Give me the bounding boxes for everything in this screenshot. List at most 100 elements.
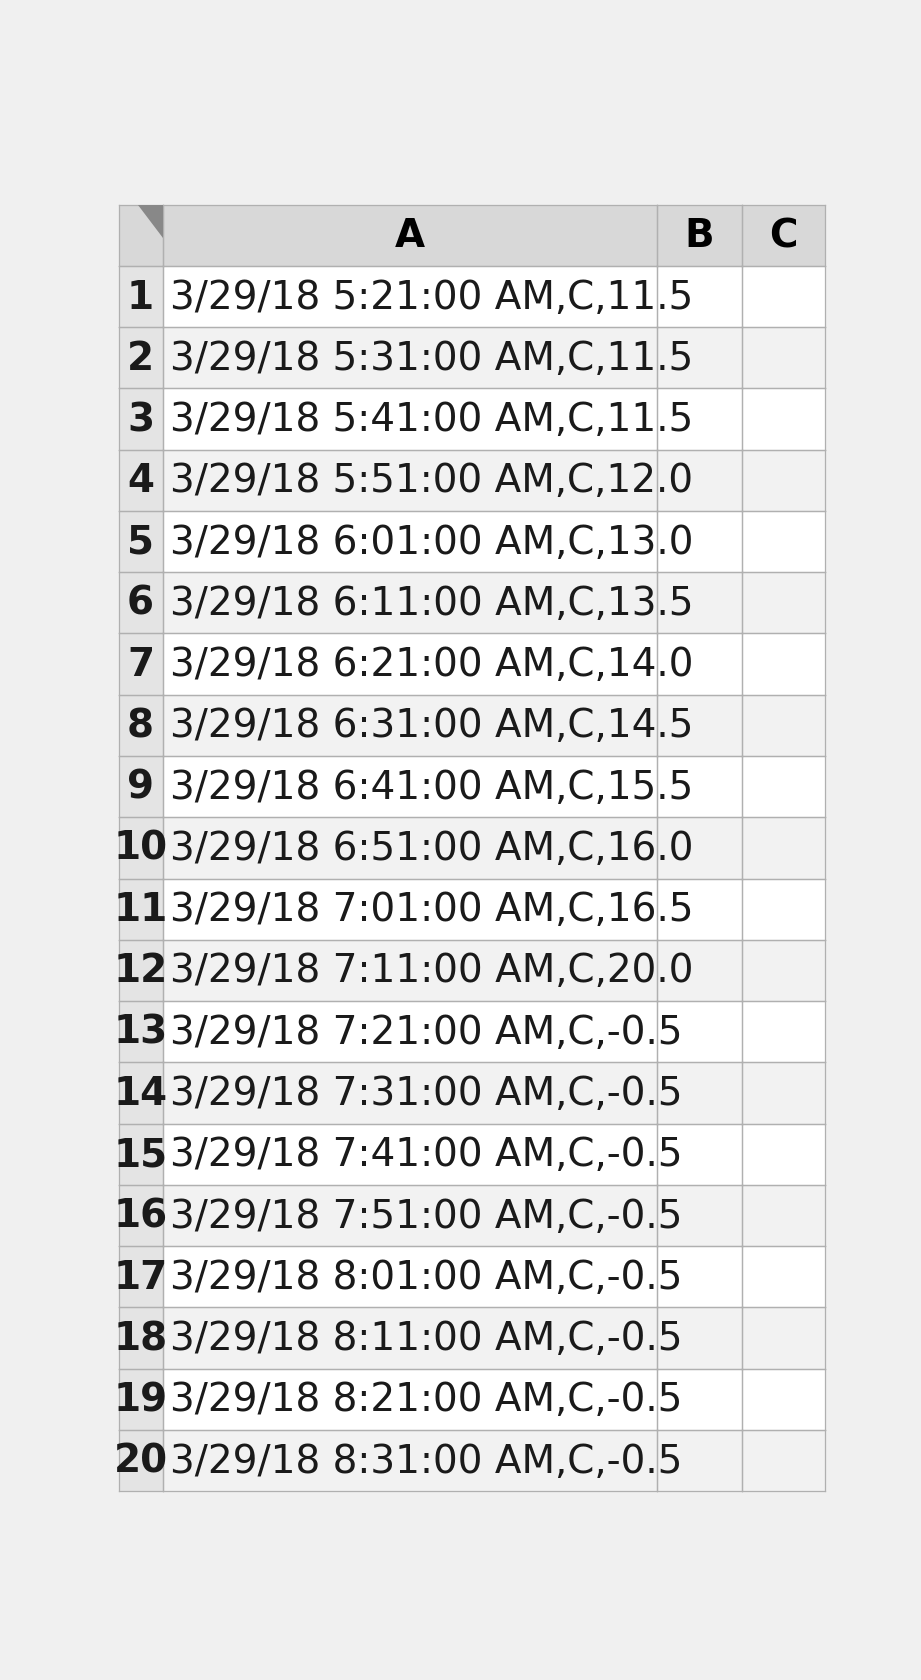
Text: 3/29/18 5:51:00 AM,C,12.0: 3/29/18 5:51:00 AM,C,12.0: [169, 462, 693, 501]
Bar: [742, 512, 825, 573]
Bar: [119, 1063, 162, 1124]
Text: 3/29/18 6:01:00 AM,C,13.0: 3/29/18 6:01:00 AM,C,13.0: [169, 522, 694, 561]
Bar: [742, 1307, 825, 1369]
Bar: [658, 512, 742, 573]
Text: 9: 9: [127, 768, 154, 806]
Bar: [742, 818, 825, 879]
Text: 3/29/18 8:01:00 AM,C,-0.5: 3/29/18 8:01:00 AM,C,-0.5: [169, 1258, 682, 1295]
Bar: [658, 1369, 742, 1430]
Bar: [119, 512, 162, 573]
Bar: [162, 328, 658, 390]
Bar: [742, 573, 825, 633]
Bar: [162, 512, 658, 573]
Bar: [162, 1063, 658, 1124]
Bar: [162, 756, 658, 818]
Text: 20: 20: [113, 1441, 168, 1480]
Bar: [119, 1184, 162, 1247]
Bar: [162, 818, 658, 879]
Bar: [119, 633, 162, 696]
Bar: [119, 756, 162, 818]
Bar: [658, 1124, 742, 1184]
Bar: [658, 1247, 742, 1307]
Text: 11: 11: [113, 890, 168, 929]
Text: 3/29/18 7:01:00 AM,C,16.5: 3/29/18 7:01:00 AM,C,16.5: [169, 890, 694, 929]
Bar: [658, 1307, 742, 1369]
Bar: [162, 1369, 658, 1430]
Text: B: B: [684, 217, 715, 255]
Bar: [742, 450, 825, 512]
Bar: [658, 328, 742, 390]
Bar: [658, 1063, 742, 1124]
Text: 3/29/18 8:31:00 AM,C,-0.5: 3/29/18 8:31:00 AM,C,-0.5: [169, 1441, 682, 1480]
Bar: [119, 879, 162, 941]
Bar: [119, 328, 162, 390]
Text: 3/29/18 5:31:00 AM,C,11.5: 3/29/18 5:31:00 AM,C,11.5: [169, 339, 693, 378]
Text: 1: 1: [127, 279, 154, 316]
Bar: [742, 941, 825, 1001]
Bar: [162, 879, 658, 941]
Bar: [742, 879, 825, 941]
Bar: [119, 1430, 162, 1492]
Text: 18: 18: [113, 1319, 168, 1357]
Bar: [658, 1430, 742, 1492]
Bar: [162, 1124, 658, 1184]
Text: 15: 15: [113, 1136, 168, 1174]
Text: 3/29/18 7:31:00 AM,C,-0.5: 3/29/18 7:31:00 AM,C,-0.5: [169, 1074, 682, 1112]
Bar: [119, 450, 162, 512]
Bar: [658, 696, 742, 756]
Text: 3/29/18 5:41:00 AM,C,11.5: 3/29/18 5:41:00 AM,C,11.5: [169, 402, 693, 438]
Text: 3/29/18 8:11:00 AM,C,-0.5: 3/29/18 8:11:00 AM,C,-0.5: [169, 1319, 682, 1357]
Bar: [658, 941, 742, 1001]
Bar: [119, 1247, 162, 1307]
Bar: [658, 756, 742, 818]
Text: 3/29/18 7:51:00 AM,C,-0.5: 3/29/18 7:51:00 AM,C,-0.5: [169, 1196, 682, 1235]
Text: 13: 13: [113, 1013, 168, 1052]
Bar: [742, 1063, 825, 1124]
Bar: [162, 205, 658, 267]
Bar: [119, 696, 162, 756]
Bar: [162, 1430, 658, 1492]
Bar: [658, 450, 742, 512]
Bar: [742, 633, 825, 696]
Text: 3: 3: [127, 402, 154, 438]
Text: 3/29/18 8:21:00 AM,C,-0.5: 3/29/18 8:21:00 AM,C,-0.5: [169, 1381, 682, 1418]
Bar: [742, 1184, 825, 1247]
Bar: [742, 756, 825, 818]
Text: 3/29/18 6:21:00 AM,C,14.0: 3/29/18 6:21:00 AM,C,14.0: [169, 645, 694, 684]
Text: 3/29/18 7:21:00 AM,C,-0.5: 3/29/18 7:21:00 AM,C,-0.5: [169, 1013, 682, 1052]
Polygon shape: [138, 205, 162, 239]
Bar: [162, 941, 658, 1001]
Bar: [658, 573, 742, 633]
Bar: [658, 267, 742, 328]
Bar: [119, 1124, 162, 1184]
Bar: [119, 390, 162, 450]
Text: 17: 17: [113, 1258, 168, 1295]
Bar: [162, 390, 658, 450]
Bar: [162, 267, 658, 328]
Text: 14: 14: [113, 1074, 168, 1112]
Bar: [742, 1001, 825, 1063]
Bar: [162, 1184, 658, 1247]
Bar: [162, 573, 658, 633]
Bar: [742, 696, 825, 756]
Text: 10: 10: [113, 830, 168, 867]
Text: 12: 12: [113, 953, 168, 990]
Text: 3/29/18 5:21:00 AM,C,11.5: 3/29/18 5:21:00 AM,C,11.5: [169, 279, 693, 316]
Text: 3/29/18 6:41:00 AM,C,15.5: 3/29/18 6:41:00 AM,C,15.5: [169, 768, 693, 806]
Bar: [658, 1184, 742, 1247]
Text: 3/29/18 7:41:00 AM,C,-0.5: 3/29/18 7:41:00 AM,C,-0.5: [169, 1136, 682, 1174]
Bar: [119, 573, 162, 633]
Bar: [742, 328, 825, 390]
Bar: [162, 450, 658, 512]
Bar: [658, 1001, 742, 1063]
Bar: [119, 941, 162, 1001]
Text: 2: 2: [127, 339, 154, 378]
Bar: [162, 696, 658, 756]
Bar: [742, 1247, 825, 1307]
Text: 16: 16: [113, 1196, 168, 1235]
Text: C: C: [769, 217, 798, 255]
Text: 6: 6: [127, 585, 154, 623]
Text: 3/29/18 6:51:00 AM,C,16.0: 3/29/18 6:51:00 AM,C,16.0: [169, 830, 694, 867]
Bar: [119, 267, 162, 328]
Text: 8: 8: [127, 707, 154, 744]
